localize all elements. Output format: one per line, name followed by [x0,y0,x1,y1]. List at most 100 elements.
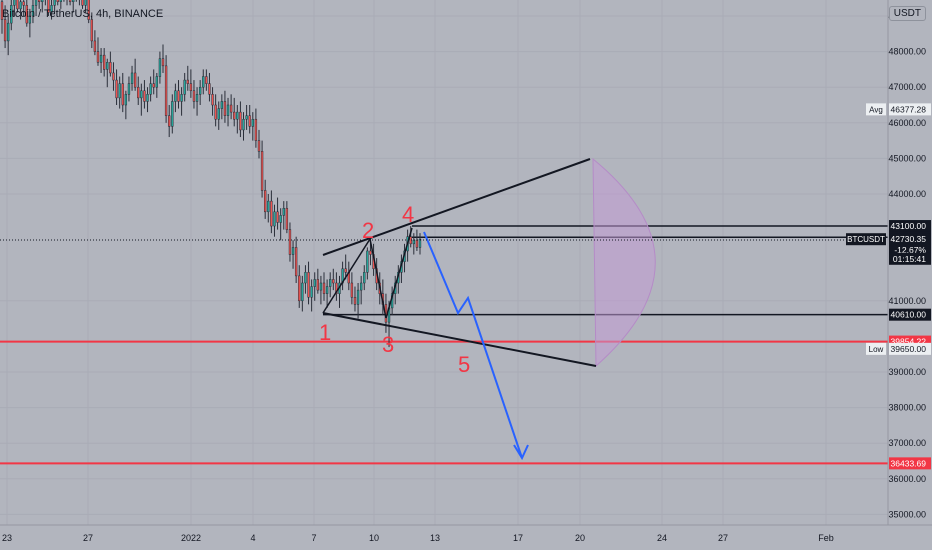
candle-body [195,94,199,102]
candle-body [168,115,171,127]
candle-body [359,282,363,291]
candle-body [276,211,279,223]
candle-body [31,5,35,17]
price-label-box [889,457,931,470]
candle-body [90,19,93,42]
candle-body [59,0,63,3]
candle-body [133,72,137,88]
currency-selector[interactable]: USDT [888,6,926,21]
candle-body [164,65,168,116]
time-axis[interactable]: 23 27 2022 4 7 10 13 17 20 24 27 Feb [2,533,834,543]
candle-body [273,211,276,227]
candle-body [366,250,369,273]
candle-body [239,111,242,131]
candle-body [177,90,180,102]
price-label-text: 39854.22 [891,337,927,347]
x-tick-label: 27 [718,533,728,543]
candle-body [174,90,177,102]
wave-label-5: 5 [458,352,470,377]
price-label-text: -12.67% [894,245,926,255]
candle-body [13,0,16,6]
candlestick-series [0,0,422,348]
price-label-text: 36433.69 [891,458,927,468]
price-label-text: 01:15:41 [893,254,926,264]
candle-body [121,83,124,106]
candle-body [242,118,245,131]
y-tick-label: 41000.00 [888,296,926,306]
y-tick-label: 39000.00 [888,367,926,377]
price-label-text: 46377.28 [891,104,927,114]
candle-body [214,104,217,120]
candle-body [109,62,112,74]
wave-label-3: 3 [382,332,394,357]
candle-body [313,279,316,287]
candle-body [180,94,183,102]
price-label-text: 43100.00 [891,221,927,231]
candle-body [310,286,313,298]
candle-body [124,94,128,106]
y-tick-label: 36000.00 [888,474,926,484]
candle-body [84,0,87,6]
tag-text: BTCUSDT [847,235,885,244]
candle-body [152,83,155,88]
point1-to-point2-line[interactable] [322,238,371,314]
x-tick-label: 27 [83,533,93,543]
candle-body [304,272,307,284]
wave-label-2: 2 [362,218,374,243]
tag-text: Avg [869,105,883,114]
drawing-tools[interactable] [322,157,656,461]
candle-body [68,0,72,3]
candle-body [161,58,165,67]
candle-body [344,268,347,273]
candle-body [229,104,233,113]
candle-body [19,1,22,10]
candle-body [0,1,4,20]
candle-body [183,79,186,95]
projection-path[interactable] [423,231,523,459]
candle-body [81,0,84,6]
candle-body [316,279,320,291]
candle-body [93,40,97,52]
candle-body [325,286,329,294]
candle-body [291,247,295,255]
candle-body [288,229,292,255]
price-label-box [889,342,931,355]
candle-body [146,94,149,102]
candle-body [254,118,258,141]
candle-body [319,282,323,291]
x-tick-label: 2022 [181,533,201,543]
wave-labels: 1 2 3 4 5 [319,202,470,377]
candle-body [236,111,239,120]
candle-body [127,83,131,95]
point2-to-point3-line[interactable] [369,238,387,319]
candle-body [267,200,270,213]
x-tick-label: 17 [513,533,523,543]
candle-body [186,79,189,84]
candle-body [3,19,7,42]
wedge-lower-trendline[interactable] [322,312,597,367]
tag-box [866,103,886,116]
candle-body [279,215,282,223]
purple-arc-projection[interactable] [592,157,656,368]
x-tick-label: 24 [657,533,667,543]
candle-body [10,5,13,24]
point3-to-point4-line[interactable] [385,227,413,319]
price-label-box [889,252,931,265]
candle-body [198,86,202,95]
tag-box [846,233,886,246]
y-tick-label: 45000.00 [888,153,926,163]
candle-body [192,90,196,102]
candle-body [307,272,310,298]
wedge-upper-trendline[interactable] [322,158,591,256]
candle-body [217,108,220,120]
candle-body [34,0,38,6]
candle-body [202,76,205,88]
x-tick-label: 7 [311,533,316,543]
price-label-box [889,103,931,116]
candle-body [25,5,28,24]
candle-body [211,94,214,106]
symbol-title[interactable]: Bitcoin / TetherUS, 4h, BINANCE [2,8,164,20]
tag-box [866,342,886,355]
